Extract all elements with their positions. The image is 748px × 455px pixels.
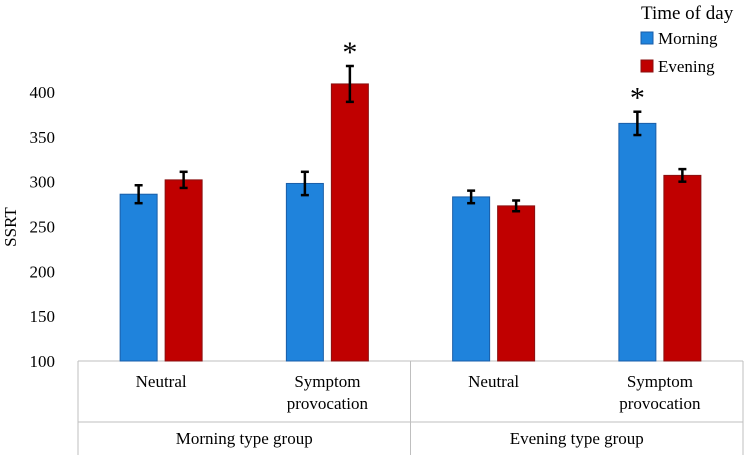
legend-title: Time of day — [641, 3, 734, 24]
legend-label-evening: Evening — [658, 57, 715, 76]
bar-morning — [285, 182, 324, 362]
y-tick-label: 200 — [30, 262, 56, 281]
category-label: provocation — [287, 394, 369, 413]
bar-morning — [119, 193, 158, 362]
category-label: Neutral — [468, 372, 519, 391]
bar-evening — [497, 205, 536, 362]
bar-evening — [330, 83, 369, 362]
y-tick-label: 350 — [30, 128, 56, 147]
legend-label-morning: Morning — [658, 29, 718, 48]
y-tick-label: 100 — [30, 352, 56, 371]
y-tick-label: 150 — [30, 307, 56, 326]
y-axis-label: SSRT — [1, 207, 20, 247]
bar-morning — [452, 196, 491, 362]
legend-swatch-evening — [640, 59, 654, 73]
category-label: Neutral — [136, 372, 187, 391]
y-tick-label: 300 — [30, 173, 56, 192]
bar-evening — [663, 174, 702, 362]
group-label: Evening type group — [510, 429, 644, 448]
y-tick-label: 400 — [30, 83, 56, 102]
significance-star: * — [630, 82, 645, 115]
category-label: provocation — [619, 394, 701, 413]
bar-morning — [618, 122, 657, 362]
bar-evening — [164, 179, 203, 362]
category-label: Symptom — [294, 372, 360, 391]
group-label: Morning type group — [176, 429, 313, 448]
legend-swatch-morning — [640, 31, 654, 45]
y-tick-label: 250 — [30, 218, 56, 237]
category-label: Symptom — [627, 372, 693, 391]
significance-star: * — [342, 36, 357, 69]
